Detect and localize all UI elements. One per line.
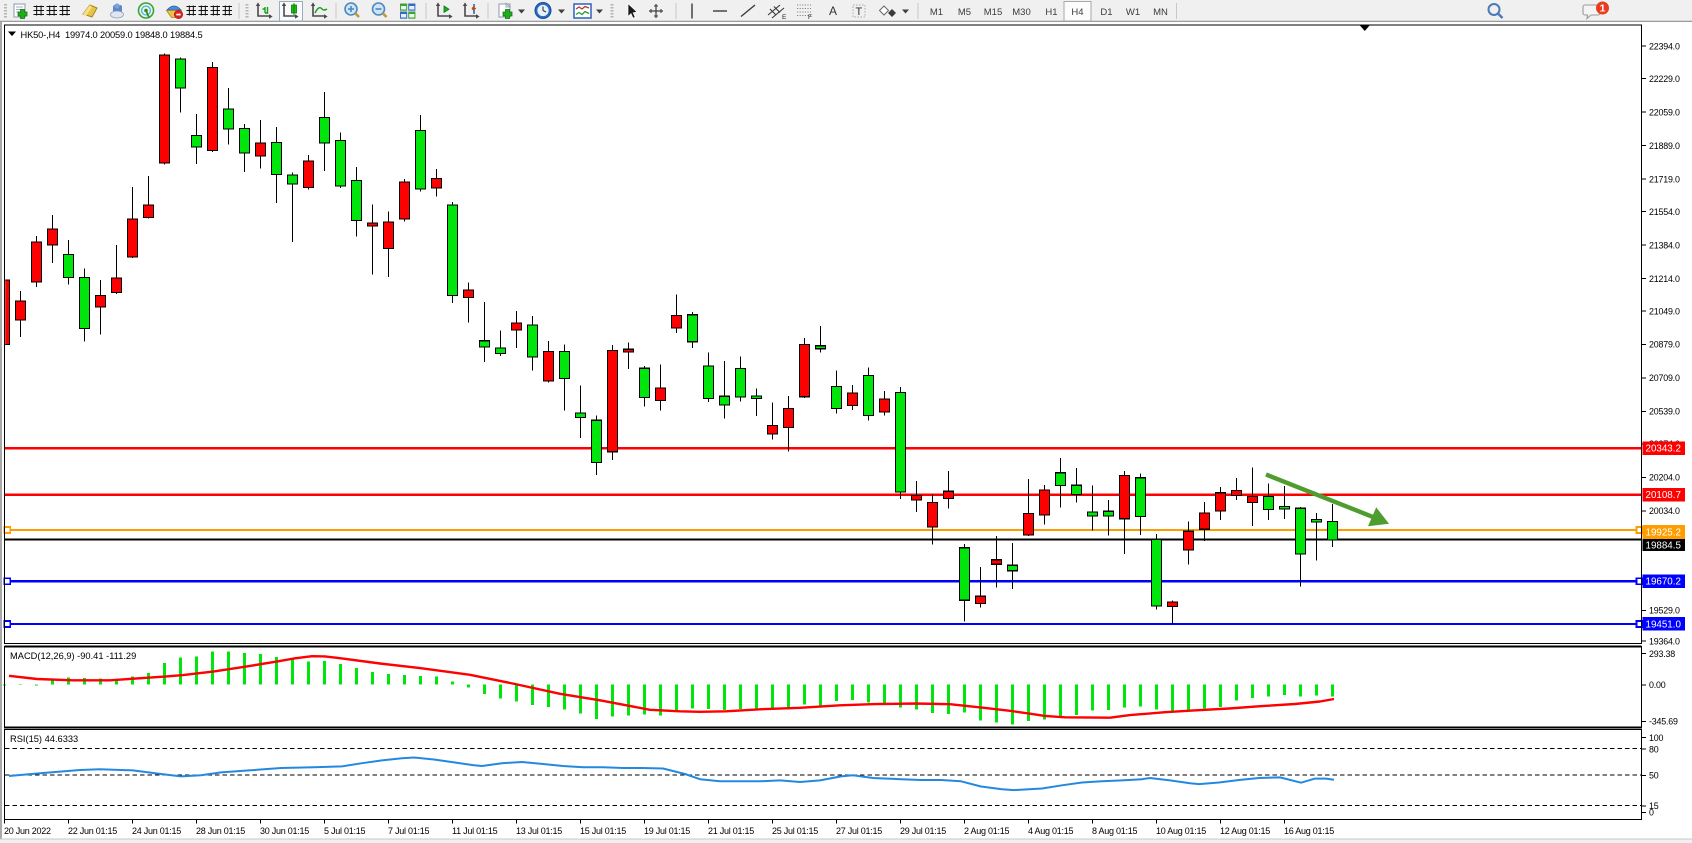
svg-text:19925.2: 19925.2 <box>1646 527 1681 538</box>
svg-text:28 Jun 01:15: 28 Jun 01:15 <box>196 826 245 836</box>
svg-text:8 Aug 01:15: 8 Aug 01:15 <box>1092 826 1138 836</box>
svg-text:29 Jul 01:15: 29 Jul 01:15 <box>900 826 946 836</box>
svg-text:5 Jul 01:15: 5 Jul 01:15 <box>324 826 366 836</box>
svg-text:20879.0: 20879.0 <box>1649 340 1680 350</box>
svg-text:15 Jul 01:15: 15 Jul 01:15 <box>580 826 626 836</box>
svg-text:19670.2: 19670.2 <box>1646 577 1681 588</box>
svg-text:22394.0: 22394.0 <box>1649 42 1680 52</box>
svg-text:0: 0 <box>1649 808 1654 818</box>
svg-text:12 Aug 01:15: 12 Aug 01:15 <box>1220 826 1270 836</box>
svg-text:20204.0: 20204.0 <box>1649 473 1680 483</box>
svg-text:50: 50 <box>1649 771 1659 781</box>
svg-text:16 Aug 01:15: 16 Aug 01:15 <box>1284 826 1334 836</box>
svg-text:21889.0: 21889.0 <box>1649 141 1680 151</box>
svg-text:293.38: 293.38 <box>1649 649 1675 659</box>
svg-text:20709.0: 20709.0 <box>1649 373 1680 383</box>
svg-text:27 Jul 01:15: 27 Jul 01:15 <box>836 826 882 836</box>
svg-text:19884.5: 19884.5 <box>1646 540 1682 551</box>
svg-text:T: T <box>856 6 863 18</box>
svg-text:19451.0: 19451.0 <box>1646 619 1682 630</box>
svg-text:M1: M1 <box>930 7 943 18</box>
svg-text:30 Jun 01:15: 30 Jun 01:15 <box>260 826 309 836</box>
svg-text:M15: M15 <box>984 7 1002 18</box>
svg-text:13 Jul 01:15: 13 Jul 01:15 <box>516 826 562 836</box>
svg-text:H4: H4 <box>1071 7 1083 18</box>
svg-text:19364.0: 19364.0 <box>1649 637 1680 647</box>
svg-text:24 Jun 01:15: 24 Jun 01:15 <box>132 826 181 836</box>
svg-text:100: 100 <box>1649 733 1663 743</box>
svg-text:22229.0: 22229.0 <box>1649 74 1680 84</box>
svg-text:20034.0: 20034.0 <box>1649 506 1680 516</box>
svg-text:20343.2: 20343.2 <box>1646 444 1681 455</box>
svg-text:RSI(15) 44.6333: RSI(15) 44.6333 <box>10 734 78 744</box>
svg-text:M30: M30 <box>1012 7 1030 18</box>
svg-text:M5: M5 <box>958 7 971 18</box>
svg-text:21384.0: 21384.0 <box>1649 240 1680 250</box>
svg-text:A: A <box>829 4 837 18</box>
svg-text:10 Aug 01:15: 10 Aug 01:15 <box>1156 826 1206 836</box>
svg-text:MACD(12,26,9) -90.41 -111.29: MACD(12,26,9) -90.41 -111.29 <box>10 651 136 661</box>
svg-text:19529.0: 19529.0 <box>1649 606 1680 616</box>
svg-text:22059.0: 22059.0 <box>1649 108 1680 118</box>
svg-text:22 Jun 01:15: 22 Jun 01:15 <box>68 826 117 836</box>
svg-text:20539.0: 20539.0 <box>1649 407 1680 417</box>
svg-text:E: E <box>782 14 787 21</box>
svg-text:2 Aug 01:15: 2 Aug 01:15 <box>964 826 1010 836</box>
svg-text:1: 1 <box>1600 3 1606 15</box>
svg-text:20 Jun 2022: 20 Jun 2022 <box>4 826 51 836</box>
svg-text:7 Jul 01:15: 7 Jul 01:15 <box>388 826 430 836</box>
svg-text:21 Jul 01:15: 21 Jul 01:15 <box>708 826 754 836</box>
svg-text:-345.69: -345.69 <box>1649 717 1678 727</box>
svg-text:W1: W1 <box>1126 7 1140 18</box>
svg-text:15: 15 <box>1649 801 1659 811</box>
svg-text:21719.0: 21719.0 <box>1649 174 1680 184</box>
svg-text:80: 80 <box>1649 744 1659 754</box>
svg-text:20108.7: 20108.7 <box>1646 490 1681 501</box>
svg-text:H1: H1 <box>1045 7 1057 18</box>
svg-text:21214.0: 21214.0 <box>1649 274 1680 284</box>
svg-text:25 Jul 01:15: 25 Jul 01:15 <box>772 826 818 836</box>
svg-text:D1: D1 <box>1100 7 1112 18</box>
svg-text:F: F <box>808 14 812 21</box>
svg-text:4 Aug 01:15: 4 Aug 01:15 <box>1028 826 1074 836</box>
svg-text:19 Jul 01:15: 19 Jul 01:15 <box>644 826 690 836</box>
svg-text:MN: MN <box>1153 7 1168 18</box>
svg-text:HK50-,H4 19974.0 20059.0 1984: HK50-,H4 19974.0 20059.0 19848.0 19884.5 <box>21 30 203 40</box>
svg-text:21049.0: 21049.0 <box>1649 306 1680 316</box>
svg-text:0.00: 0.00 <box>1649 680 1666 690</box>
svg-text:11 Jul 01:15: 11 Jul 01:15 <box>452 826 498 836</box>
svg-text:21554.0: 21554.0 <box>1649 207 1680 217</box>
